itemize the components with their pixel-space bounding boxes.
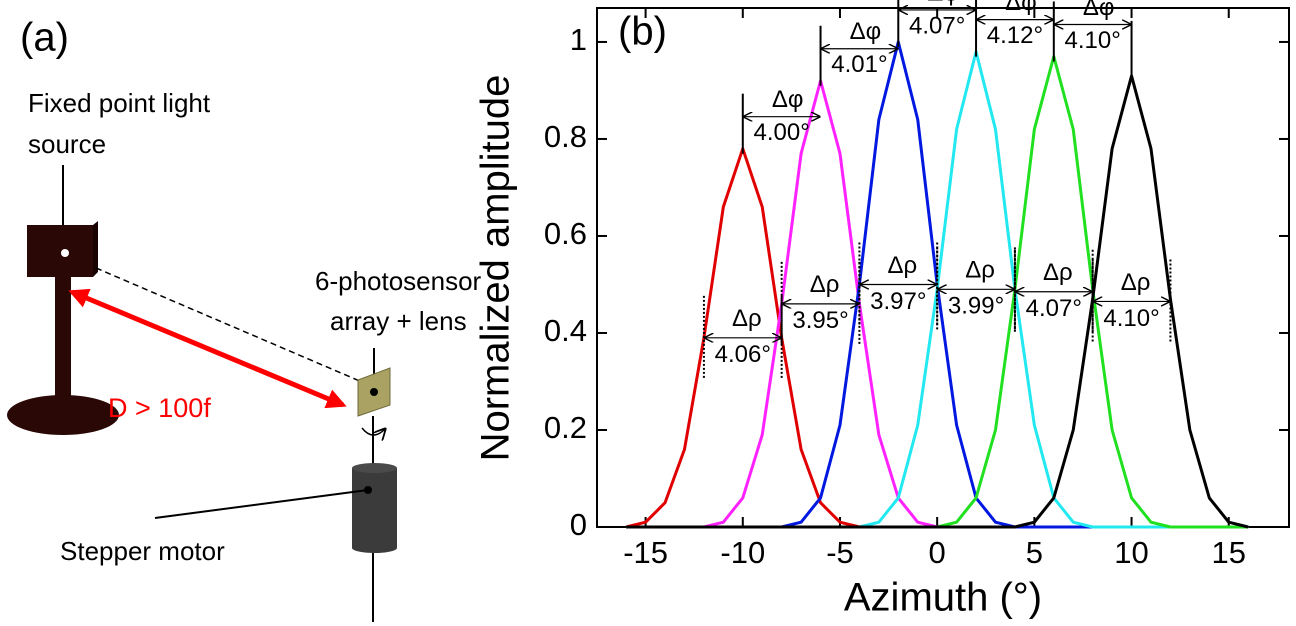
delta-rho-label: 3.97° (870, 288, 926, 315)
delta-phi-label: 4.01° (831, 51, 887, 78)
x-tick-label: 5 (1026, 535, 1043, 570)
distance-arrow (68, 288, 347, 409)
y-axis-label: Normalized amplitude (474, 75, 518, 462)
y-tick-label: 1 (570, 22, 587, 57)
motor-pointer (154, 489, 369, 519)
sensor-label: array + lens (330, 306, 467, 336)
panel-b: (b) Azimuth (°) Normalized amplitude -15… (474, 0, 1290, 620)
light-source-label: Fixed point light (28, 88, 211, 118)
light-aperture (61, 249, 69, 257)
stand-pole (55, 275, 71, 400)
light-source (27, 225, 93, 277)
pointer-dot (370, 388, 378, 396)
motor-bottom (352, 543, 397, 553)
delta-phi-label: 4.12° (987, 22, 1043, 49)
delta-phi-label: 4.00° (754, 119, 810, 146)
y-tick-label: 0.8 (544, 119, 587, 154)
delta-phi-symbol: Δφ (927, 0, 959, 6)
delta-phi-label: 4.10° (1065, 27, 1121, 54)
y-tick-label: 0 (570, 507, 587, 542)
x-axis-label: Azimuth (°) (844, 576, 1042, 620)
delta-rho-symbol: Δρ (1121, 269, 1151, 296)
delta-rho-symbol: Δρ (965, 257, 995, 284)
motor-top (352, 463, 397, 473)
delta-phi-symbol: Δφ (1005, 0, 1037, 16)
stand-base (7, 395, 119, 435)
light-source-label: source (28, 129, 106, 159)
light-source-side (93, 221, 98, 277)
x-tick-label: -15 (623, 535, 668, 570)
motor (352, 468, 397, 548)
delta-rho-label: 3.99° (948, 293, 1004, 320)
distance-label: D > 100f (108, 393, 211, 423)
delta-rho-symbol: Δρ (732, 305, 762, 332)
delta-rho-symbol: Δρ (1043, 259, 1073, 286)
rotation-arrow (361, 428, 386, 435)
x-tick-label: -5 (826, 535, 854, 570)
delta-phi-symbol: Δφ (850, 18, 882, 45)
x-tick-label: 0 (929, 535, 946, 570)
delta-rho-label: 3.95° (792, 307, 848, 334)
delta-phi-symbol: Δφ (1083, 0, 1115, 21)
delta-rho-label: 4.06° (715, 341, 771, 368)
delta-rho-label: 4.10° (1103, 305, 1159, 332)
x-tick-label: 10 (1114, 535, 1148, 570)
series-line (626, 74, 1249, 529)
x-tick-label: -10 (720, 535, 765, 570)
x-tick-label: 15 (1211, 535, 1245, 570)
motor-label: Stepper motor (60, 536, 225, 566)
panel-a: (a) Fixed point light source D > 100f 6-… (7, 16, 482, 622)
delta-phi-label: 4.07° (909, 12, 965, 39)
delta-rho-symbol: Δρ (810, 271, 840, 298)
delta-phi-symbol: Δφ (772, 86, 804, 113)
panel-label: (b) (618, 10, 667, 54)
delta-rho-label: 4.07° (1026, 295, 1082, 322)
y-tick-label: 0.6 (544, 216, 587, 251)
delta-rho-symbol: Δρ (887, 252, 917, 279)
y-tick-label: 0.2 (544, 410, 587, 445)
pointer-dot (364, 486, 372, 494)
plot-frame (596, 7, 1290, 528)
y-tick-label: 0.4 (544, 313, 587, 348)
sensor-label: 6-photosensor (315, 266, 482, 296)
panel-label: (a) (20, 16, 69, 60)
